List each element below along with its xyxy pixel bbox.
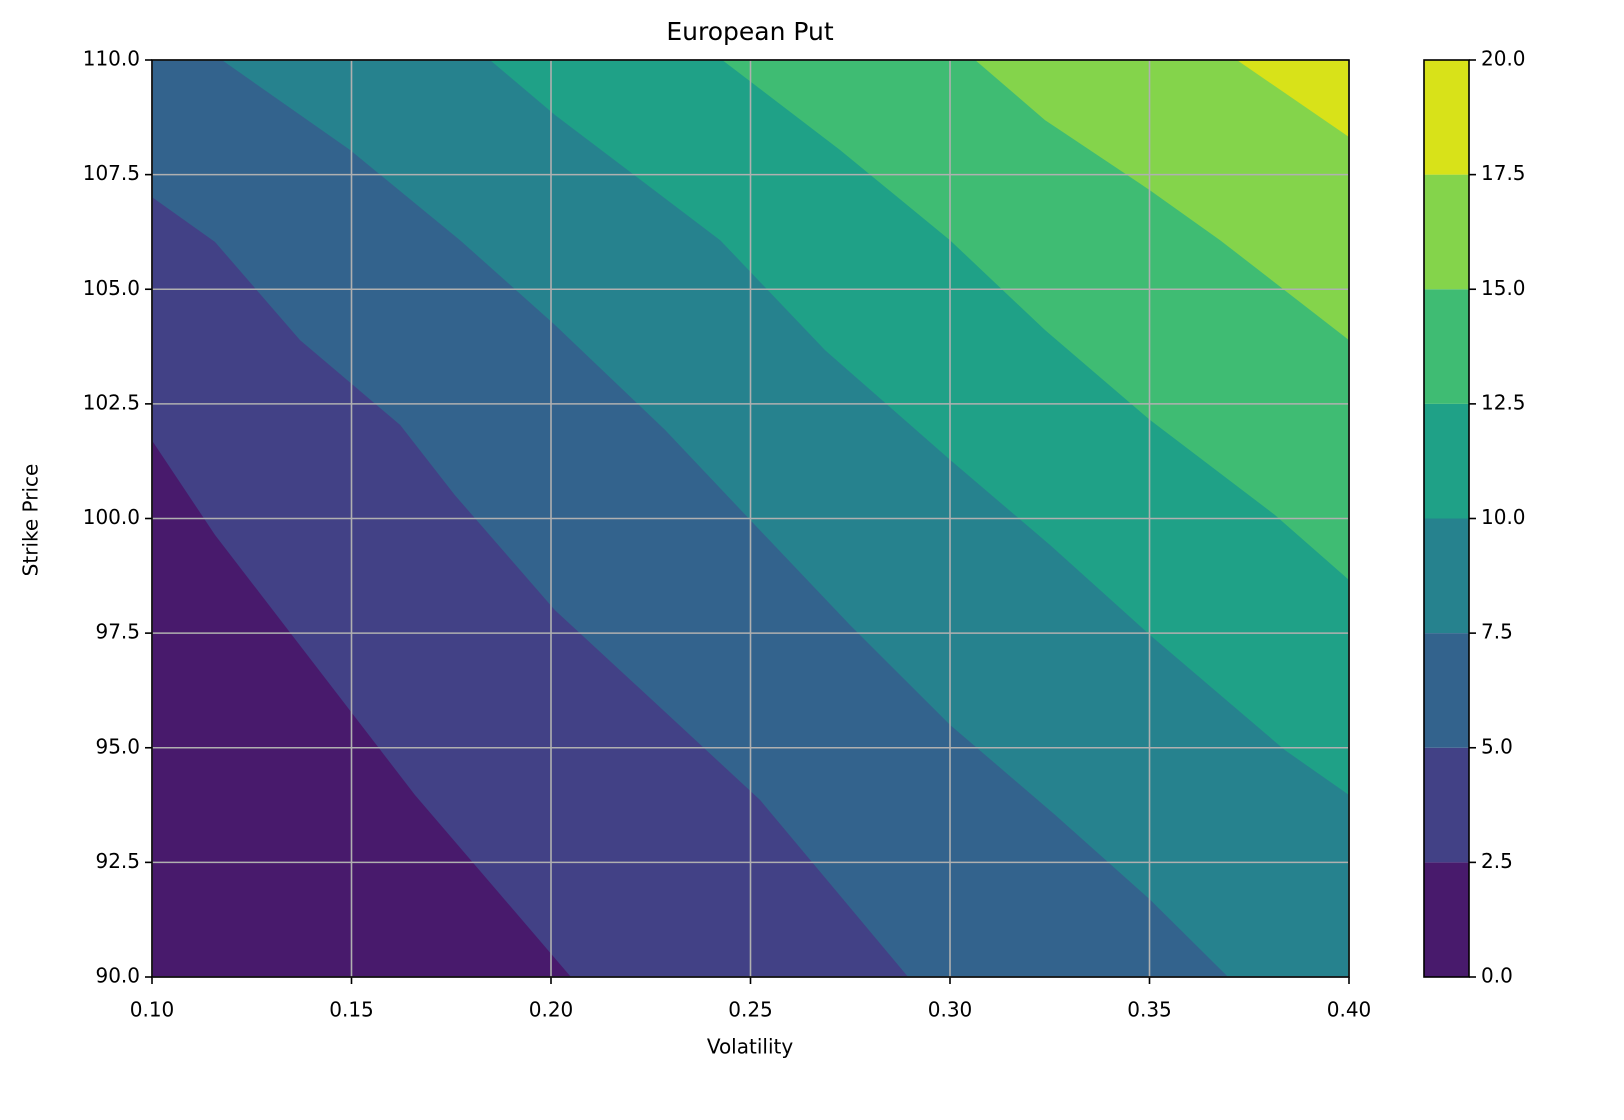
colorbar-tick-label: 2.5 [1481, 849, 1513, 873]
y-tick-label: 110.0 [83, 47, 140, 71]
colorbar-tick-label: 15.0 [1481, 276, 1526, 300]
x-tick-label: 0.20 [529, 998, 574, 1022]
colorbar-tick-label: 5.0 [1481, 734, 1513, 758]
x-tick-label: 0.30 [928, 998, 973, 1022]
colorbar-band [1424, 747, 1469, 863]
x-tick-label: 0.40 [1327, 998, 1372, 1022]
colorbar-tick-label: 0.0 [1481, 964, 1513, 988]
plot-frame [151, 59, 1350, 978]
x-tick-label: 0.10 [130, 998, 175, 1022]
y-tick-label: 105.0 [83, 276, 140, 300]
colorbar-tick-label: 12.5 [1481, 390, 1526, 414]
y-tick-label: 90.0 [95, 964, 140, 988]
x-tick-label: 0.15 [329, 998, 374, 1022]
y-tick-label: 95.0 [95, 734, 140, 758]
colorbar-band [1424, 289, 1469, 404]
colorbar-band [1424, 518, 1469, 634]
x-tick-label: 0.35 [1127, 998, 1172, 1022]
colorbar-band [1424, 862, 1469, 977]
colorbar-tick-label: 7.5 [1481, 620, 1513, 644]
colorbar-band [1424, 174, 1469, 290]
colorbar-tick-label: 17.5 [1481, 161, 1526, 185]
chart-title: European Put [666, 17, 834, 46]
y-tick-label: 107.5 [83, 161, 140, 185]
y-tick-label: 100.0 [83, 505, 140, 529]
colorbar-tick-label: 10.0 [1481, 505, 1526, 529]
colorbar-band [1424, 403, 1469, 519]
colorbar-tick-label: 20.0 [1481, 47, 1526, 71]
y-tick-label: 102.5 [83, 390, 140, 414]
y-tick-label: 92.5 [95, 849, 140, 873]
y-axis-label: Strike Price [19, 464, 43, 577]
colorbar-band [1424, 60, 1469, 175]
contour-band [1236, 60, 1349, 138]
x-axis-label: Volatility [707, 1035, 794, 1059]
contour-band [975, 60, 1349, 341]
colorbar-band [1424, 633, 1469, 748]
x-tick-label: 0.25 [728, 998, 773, 1022]
y-tick-label: 97.5 [95, 620, 140, 644]
